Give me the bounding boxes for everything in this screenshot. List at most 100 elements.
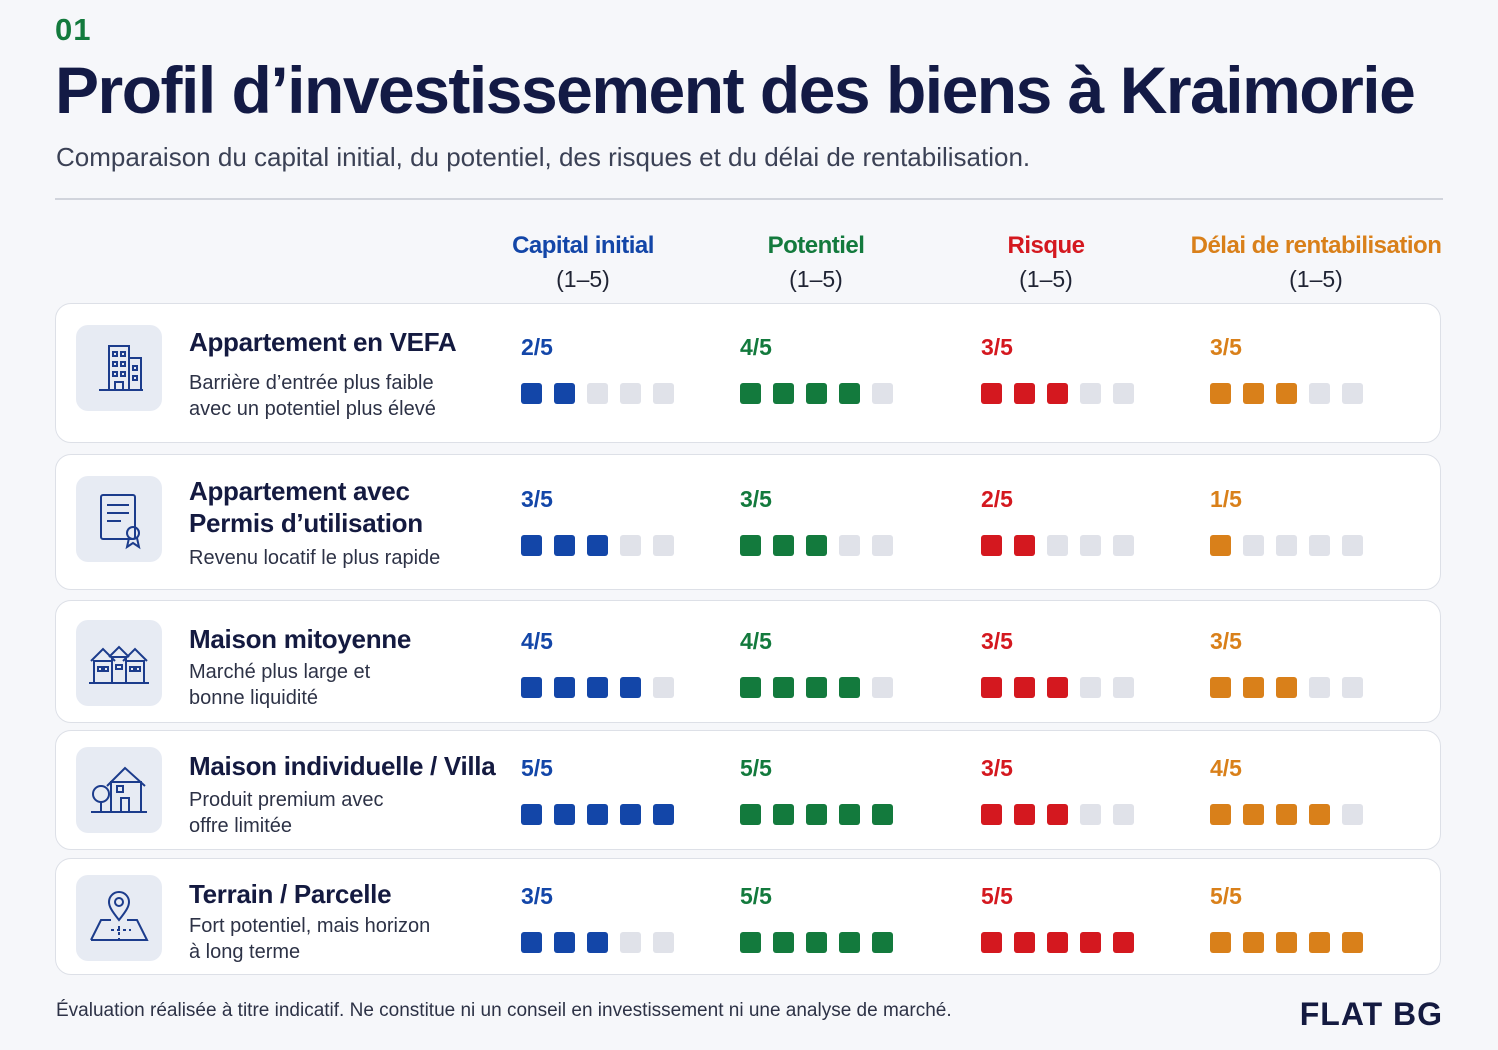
score-cell: 3/5 [981, 755, 1134, 825]
score-dot-filled [1014, 804, 1035, 825]
certificate-icon [76, 476, 162, 562]
score-label: 3/5 [1210, 628, 1242, 654]
score-dots [981, 383, 1134, 404]
property-row: Maison mitoyenne Marché plus large et bonn… [55, 600, 1441, 723]
score-dot-filled [521, 932, 542, 953]
score-dots [521, 383, 674, 404]
score-dot-filled [1309, 804, 1330, 825]
score-dot-filled [1276, 932, 1297, 953]
score-dots [740, 932, 893, 953]
score-label: 3/5 [740, 486, 772, 512]
score-dots [740, 535, 893, 556]
score-dot-filled [773, 535, 794, 556]
column-name: Capital initial [512, 232, 654, 259]
score-label: 5/5 [740, 755, 772, 781]
score-label: 3/5 [981, 628, 1013, 654]
score-dot-filled [587, 677, 608, 698]
score-dot-filled [806, 932, 827, 953]
score-dot-filled [1276, 383, 1297, 404]
property-row: Maison individuelle / Villa Produit premi… [55, 730, 1441, 850]
score-cell: 5/5 [521, 755, 674, 825]
score-cell: 3/5 [981, 334, 1134, 404]
score-dot-empty [872, 535, 893, 556]
property-description: Produit premium avec [189, 789, 384, 811]
score-dot-filled [1047, 804, 1068, 825]
property-name: Terrain / Parcelle [189, 879, 392, 909]
score-cell: 2/5 [521, 334, 674, 404]
column-name: Délai de rentabilisation [1190, 232, 1442, 259]
score-dot-filled [1210, 383, 1231, 404]
score-dot-filled [740, 932, 761, 953]
score-dot-empty [620, 383, 641, 404]
score-label: 3/5 [1210, 334, 1242, 360]
score-dot-empty [653, 535, 674, 556]
score-dot-filled [806, 677, 827, 698]
score-cell: 5/5 [740, 755, 893, 825]
score-label: 5/5 [981, 883, 1013, 909]
property-row: Appartement avec Permis d’utilisation Reve… [55, 454, 1441, 590]
score-cell: 3/5 [1210, 334, 1363, 404]
column-name: Risque [1007, 232, 1085, 259]
score-dot-filled [1080, 932, 1101, 953]
property-description: Marché plus large et [189, 661, 371, 683]
score-dot-empty [1047, 535, 1068, 556]
score-dot-filled [740, 383, 761, 404]
score-cell: 4/5 [740, 334, 893, 404]
score-cell: 4/5 [1210, 755, 1363, 825]
score-dots [1210, 535, 1363, 556]
score-dot-filled [1276, 677, 1297, 698]
score-dot-filled [981, 383, 1002, 404]
score-dot-filled [839, 932, 860, 953]
townhouses-icon [76, 620, 162, 706]
score-dot-filled [1047, 932, 1068, 953]
map-pin-icon [76, 875, 162, 961]
score-dot-filled [740, 535, 761, 556]
score-cell: 1/5 [1210, 486, 1363, 556]
score-label: 1/5 [1210, 486, 1242, 512]
property-name: Permis d’utilisation [189, 508, 423, 538]
score-label: 3/5 [521, 883, 553, 909]
score-dot-filled [981, 804, 1002, 825]
score-dot-empty [1342, 804, 1363, 825]
property-description: bonne liquidité [189, 687, 318, 709]
property-row: Terrain / Parcelle Fort potentiel, mais h… [55, 858, 1441, 975]
score-dot-empty [620, 535, 641, 556]
score-label: 4/5 [740, 334, 772, 360]
property-description: à long terme [189, 941, 301, 963]
score-dot-empty [1113, 677, 1134, 698]
score-dot-filled [1047, 677, 1068, 698]
score-label: 3/5 [981, 755, 1013, 781]
column-range: (1–5) [1019, 266, 1073, 292]
score-label: 3/5 [521, 486, 553, 512]
score-dot-filled [521, 677, 542, 698]
score-dot-filled [740, 804, 761, 825]
score-dot-filled [981, 535, 1002, 556]
score-dots [740, 677, 893, 698]
property-description: Fort potentiel, mais horizon [189, 915, 431, 937]
score-dots [1210, 677, 1363, 698]
score-dot-empty [1342, 535, 1363, 556]
column-range: (1–5) [789, 266, 843, 292]
score-dot-empty [1243, 535, 1264, 556]
property-description: Revenu locatif le plus rapide [189, 547, 441, 569]
property-description: avec un potentiel plus élevé [189, 398, 436, 420]
score-dot-filled [806, 383, 827, 404]
score-dots [521, 932, 674, 953]
score-dots [521, 535, 674, 556]
score-label: 2/5 [521, 334, 553, 360]
score-dot-filled [773, 383, 794, 404]
disclaimer: Évaluation réalisée à titre indicatif. N… [56, 1000, 952, 1021]
score-dot-filled [981, 932, 1002, 953]
score-dot-filled [1210, 932, 1231, 953]
score-label: 2/5 [981, 486, 1013, 512]
score-dot-filled [1243, 804, 1264, 825]
score-cell: 5/5 [740, 883, 893, 953]
score-dot-filled [521, 383, 542, 404]
score-dot-filled [839, 383, 860, 404]
score-cell: 3/5 [1210, 628, 1363, 698]
score-dot-empty [1080, 677, 1101, 698]
score-dots [521, 804, 674, 825]
score-dot-filled [554, 932, 575, 953]
score-dot-filled [1014, 932, 1035, 953]
score-dot-filled [1243, 383, 1264, 404]
